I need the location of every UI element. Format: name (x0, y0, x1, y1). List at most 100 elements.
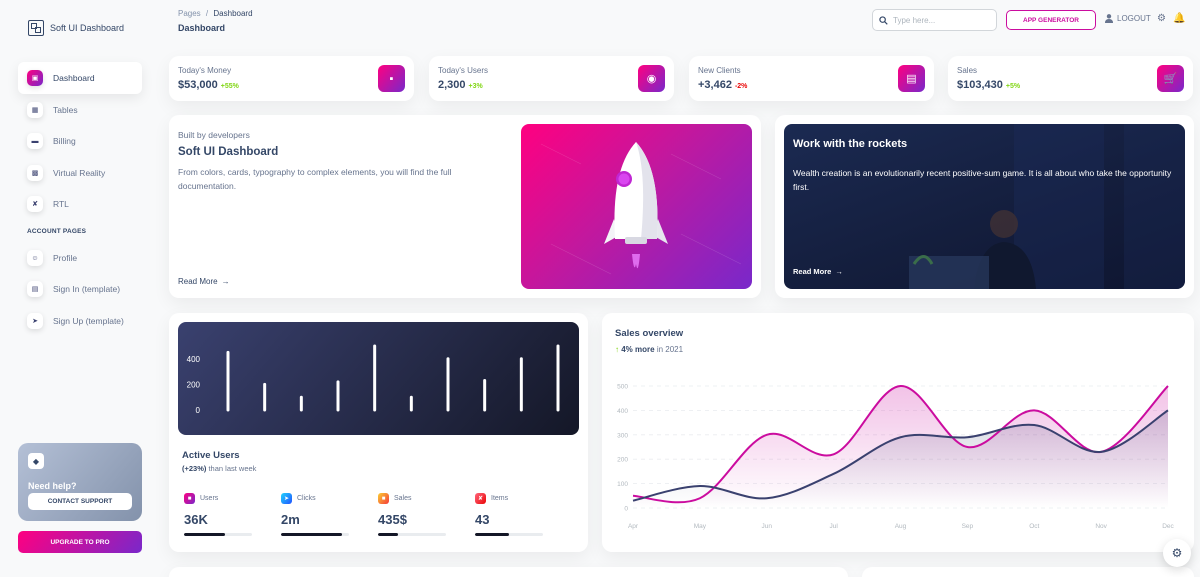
stat-label: Sales (957, 66, 978, 75)
sidebar-item-rtl[interactable]: ✘ RTL (18, 188, 142, 220)
sidebar-item-profile[interactable]: ☺ Profile (18, 242, 142, 274)
sales-overview-subtitle: ↑ 4% more in 2021 (615, 345, 684, 354)
brand[interactable]: Soft UI Dashboard (28, 20, 124, 36)
sales-overview-card: Sales overview ↑ 4% more in 2021 0 100 200… (602, 313, 1194, 552)
stat-change: +5% (1005, 83, 1021, 90)
paper-icon: ▤ (898, 65, 925, 92)
metric-label: Clicks (297, 495, 316, 502)
y-tick-label: 0 (196, 406, 201, 415)
shop-icon: ▣ (27, 70, 43, 86)
library-icon: ■ (184, 493, 195, 504)
metric-value: 435$ (378, 512, 407, 527)
rockets-read-more-link[interactable]: Read More → (793, 267, 843, 276)
breadcrumb: Pages / Dashboard (178, 9, 253, 18)
built-title: Soft UI Dashboard (178, 146, 279, 158)
bell-icon[interactable]: 🔔 (1173, 13, 1186, 24)
active-users-title: Active Users (182, 450, 240, 461)
stat-value: 2,300 +3% (438, 79, 483, 91)
x-tick-label: Dec (1162, 523, 1174, 530)
need-help-card: ◆ Need help? CONTACT SUPPORT (18, 443, 142, 521)
rocket-illustration (521, 124, 752, 289)
y-tick-label: 200 (187, 380, 201, 389)
sidebar-item-label: RTL (53, 199, 69, 209)
y-tick-label: 400 (187, 355, 201, 364)
stat-label: Today's Users (438, 66, 488, 75)
cart-icon: ■ (378, 493, 389, 504)
metric-value: 43 (475, 512, 490, 527)
office-icon: ▦ (27, 102, 43, 118)
metric-progress (184, 533, 252, 536)
sidebar-item-label: Sign In (template) (53, 284, 121, 294)
metric-progress (281, 533, 349, 536)
series-line (632, 384, 1169, 504)
sidebar-item-dashboard[interactable]: ▣ Dashboard (18, 62, 142, 94)
metric-label: Items (491, 495, 509, 502)
sidebar-item-virtual-reality[interactable]: ▩ Virtual Reality (18, 157, 142, 189)
configurator-gear-button[interactable]: ⚙ (1163, 539, 1191, 567)
arrow-right-icon: → (221, 277, 230, 286)
stat-label: Today's Money (178, 66, 232, 75)
built-by-developers-card: Built by developers Soft UI Dashboard Fr… (169, 115, 761, 298)
breadcrumb-separator: / (205, 9, 209, 18)
rockets-card: Work with the rockets Wealth creation is… (775, 115, 1194, 298)
app-generator-button[interactable]: APP GENERATOR (1006, 10, 1096, 30)
stat-value: $103,430 +5% (957, 79, 1021, 91)
contact-support-button[interactable]: CONTACT SUPPORT (28, 493, 132, 510)
document-icon: ▤ (27, 281, 43, 297)
sales-line-chart: 0 100 200 300 400 500 Apr May Jun Jul Aug Sep Oct Nov… (617, 384, 1174, 531)
world-icon: ◉ (638, 65, 665, 92)
breadcrumb-root[interactable]: Pages (178, 9, 201, 18)
sales-overview-title: Sales overview (615, 328, 684, 339)
y-tick-label: 300 (617, 432, 628, 439)
x-tick-label: Aug (895, 523, 907, 530)
box-icon: ▩ (27, 165, 43, 181)
built-description: From colors, cards, typography to comple… (178, 167, 452, 191)
breadcrumb-current: Dashboard (213, 9, 253, 18)
built-subtitle: Built by developers (178, 130, 250, 140)
customer-support-icon: ☺ (27, 250, 43, 266)
stat-value: $53,000 +55% (178, 79, 239, 91)
y-tick-label: 100 (617, 481, 628, 488)
search-icon (879, 15, 888, 25)
sidebar-item-billing[interactable]: ▬ Billing (18, 125, 142, 157)
sidebar-item-label: Dashboard (53, 73, 95, 83)
metric-label: Users (200, 495, 219, 502)
rockets-background: Work with the rockets Wealth creation is… (784, 124, 1185, 289)
sidebar-item-label: Billing (53, 136, 76, 146)
search-input[interactable] (893, 15, 988, 25)
diamond-icon: ◆ (28, 453, 44, 469)
settings-icon: ✘ (27, 196, 43, 212)
rockets-description: Wealth creation is an evolutionarily rec… (793, 168, 1172, 192)
gear-icon[interactable]: ⚙ (1157, 13, 1166, 24)
sidebar-item-label: Sign Up (template) (53, 316, 124, 326)
stat-card-sales: Sales $103,430 +5% 🛒 (948, 56, 1193, 101)
x-tick-label: Jun (762, 523, 773, 530)
rockets-title: Work with the rockets (793, 138, 908, 150)
sidebar-item-sign-up[interactable]: ➤ Sign Up (template) (18, 305, 142, 337)
search-box[interactable] (872, 9, 997, 31)
sidebar-item-tables[interactable]: ▦ Tables (18, 94, 142, 126)
upgrade-to-pro-button[interactable]: UPGRADE TO PRO (18, 531, 142, 553)
metric-sales: ■ Sales 435$ (378, 493, 448, 536)
metric-items: ✘ Items 43 (475, 493, 545, 536)
brand-logo-icon (28, 20, 44, 36)
series-area (633, 410, 1168, 508)
sidebar-item-label: Tables (53, 105, 78, 115)
stat-card-users: Today's Users 2,300 +3% ◉ (429, 56, 674, 101)
brand-name: Soft UI Dashboard (50, 23, 125, 33)
active-users-subtitle: (+23%) than last week (182, 464, 257, 473)
stat-label: New Clients (698, 66, 741, 75)
read-more-link[interactable]: Read More → (178, 277, 230, 286)
x-tick-label: Oct (1029, 523, 1039, 530)
metric-label: Sales (394, 495, 412, 502)
series-line (632, 409, 1169, 502)
y-tick-label: 200 (617, 457, 628, 464)
logout-link[interactable]: LOGOUT (1105, 14, 1151, 23)
y-tick-label: 500 (617, 384, 628, 391)
sidebar-item-sign-in[interactable]: ▤ Sign In (template) (18, 273, 142, 305)
y-tick-label: 0 (624, 506, 628, 513)
money-icon: ▪ (378, 65, 405, 92)
x-tick-label: Jul (829, 523, 838, 530)
stat-change: +55% (220, 83, 239, 90)
metric-users: ■ Users 36K (184, 493, 254, 536)
